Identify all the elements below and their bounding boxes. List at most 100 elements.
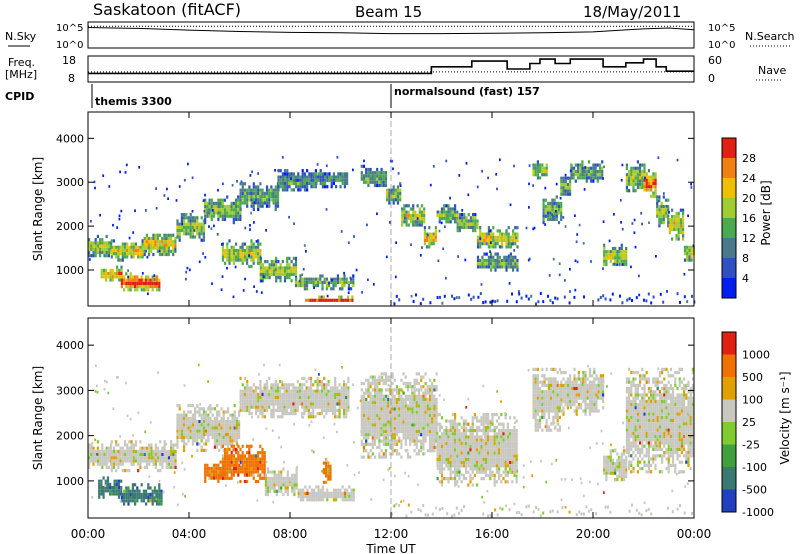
heatmap-cell — [557, 205, 561, 209]
heatmap-cell — [250, 264, 253, 269]
heatmap-cell — [323, 280, 326, 284]
heatmap-cell — [296, 408, 299, 412]
heatmap-cell — [176, 222, 179, 226]
heatmap-cell — [451, 425, 454, 429]
heatmap-cell — [579, 166, 582, 170]
colorbar-swatch — [722, 278, 736, 298]
heatmap-cell — [424, 436, 427, 440]
heatmap-cell — [286, 266, 289, 270]
heatmap-cell — [284, 489, 287, 493]
heatmap-scatter-cell — [641, 222, 643, 226]
heatmap-cell — [293, 486, 296, 490]
heatmap-cell — [382, 433, 385, 437]
heatmap-cell — [614, 262, 617, 267]
heatmap-cell — [367, 177, 370, 181]
heatmap-cell — [281, 412, 284, 416]
heatmap-cell — [103, 250, 106, 255]
heatmap-cell — [301, 402, 304, 406]
heatmap-cell — [367, 378, 370, 382]
heatmap-cell — [440, 432, 444, 436]
heatmap-cell — [440, 467, 444, 471]
heatmap-cell — [458, 435, 461, 439]
heatmap-scatter-cell — [343, 271, 345, 275]
heatmap-cell — [213, 426, 216, 430]
heatmap-cell — [92, 462, 95, 466]
heatmap-cell — [119, 245, 122, 249]
heatmap-cell — [360, 433, 363, 437]
heatmap-cell — [338, 392, 341, 396]
heatmap-scatter-cell — [232, 295, 235, 299]
heatmap-cell — [378, 423, 381, 427]
heatmap-cell — [206, 211, 209, 215]
heatmap-cell — [109, 492, 112, 496]
heatmap-cell — [395, 449, 399, 453]
heatmap-cell — [574, 179, 577, 183]
heatmap-cell — [658, 205, 661, 209]
heatmap-cell — [365, 420, 368, 424]
heatmap-cell — [350, 498, 353, 502]
heatmap-cell — [476, 242, 480, 246]
heatmap-cell — [424, 417, 427, 421]
heatmap-cell — [102, 268, 105, 272]
heatmap-cell — [348, 485, 351, 489]
heatmap-cell — [625, 262, 628, 267]
heatmap-cell — [451, 413, 454, 417]
heatmap-cell — [196, 436, 199, 440]
heatmap-scatter-cell — [382, 181, 385, 184]
heatmap-scatter-cell — [118, 214, 121, 218]
heatmap-scatter-cell — [255, 240, 258, 243]
heatmap-cell — [299, 188, 302, 192]
heatmap-cell — [335, 298, 339, 302]
heatmap-cell — [252, 248, 255, 253]
heatmap-cell — [266, 276, 269, 280]
heatmap-cell — [454, 454, 457, 458]
heatmap-cell — [298, 399, 302, 403]
heatmap-cell — [237, 255, 240, 259]
heatmap-cell — [402, 436, 405, 440]
heatmap-cell — [587, 160, 591, 164]
heatmap-scatter-cell — [634, 245, 637, 249]
heatmap-cell — [219, 211, 222, 215]
heatmap-scatter-cell — [528, 206, 530, 209]
heatmap-scatter-cell — [445, 159, 448, 163]
heatmap-cell — [505, 235, 508, 239]
heatmap-cell — [312, 172, 315, 176]
heatmap-cell — [185, 222, 188, 226]
heatmap-cell — [274, 386, 277, 390]
heatmap-cell — [266, 470, 270, 474]
heatmap-cell — [88, 456, 91, 460]
heatmap-cell — [270, 195, 273, 199]
heatmap-cell — [149, 281, 152, 285]
heatmap-cell — [241, 198, 244, 202]
heatmap-cell — [417, 397, 421, 402]
heatmap-cell — [129, 272, 132, 276]
heatmap-cell — [581, 176, 584, 180]
heatmap-cell — [428, 397, 432, 402]
heatmap-cell — [463, 222, 466, 226]
heatmap-scatter-cell — [125, 163, 128, 167]
heatmap-cell — [250, 454, 253, 458]
heatmap-cell — [227, 416, 230, 420]
heatmap-cell — [101, 453, 104, 457]
heatmap-cell — [341, 485, 344, 489]
heatmap-cell — [239, 207, 242, 211]
power-colorbar-label: Power [dB] — [759, 180, 773, 245]
heatmap-cell — [287, 412, 291, 416]
heatmap-cell — [285, 399, 288, 403]
heatmap-cell — [96, 462, 99, 466]
heatmap-cell — [235, 423, 238, 427]
heatmap-cell — [228, 205, 231, 209]
heatmap-cell — [449, 470, 452, 474]
heatmap-cell — [325, 461, 328, 465]
heatmap-cell — [420, 439, 423, 443]
heatmap-cell — [643, 169, 646, 174]
heatmap-cell — [268, 266, 271, 270]
heatmap-cell — [458, 213, 461, 217]
heatmap-cell — [317, 284, 320, 288]
heatmap-cell — [111, 486, 114, 490]
heatmap-cell — [241, 457, 244, 461]
heatmap-cell — [273, 483, 276, 487]
heatmap-cell — [200, 229, 203, 233]
heatmap-cell — [321, 274, 324, 278]
